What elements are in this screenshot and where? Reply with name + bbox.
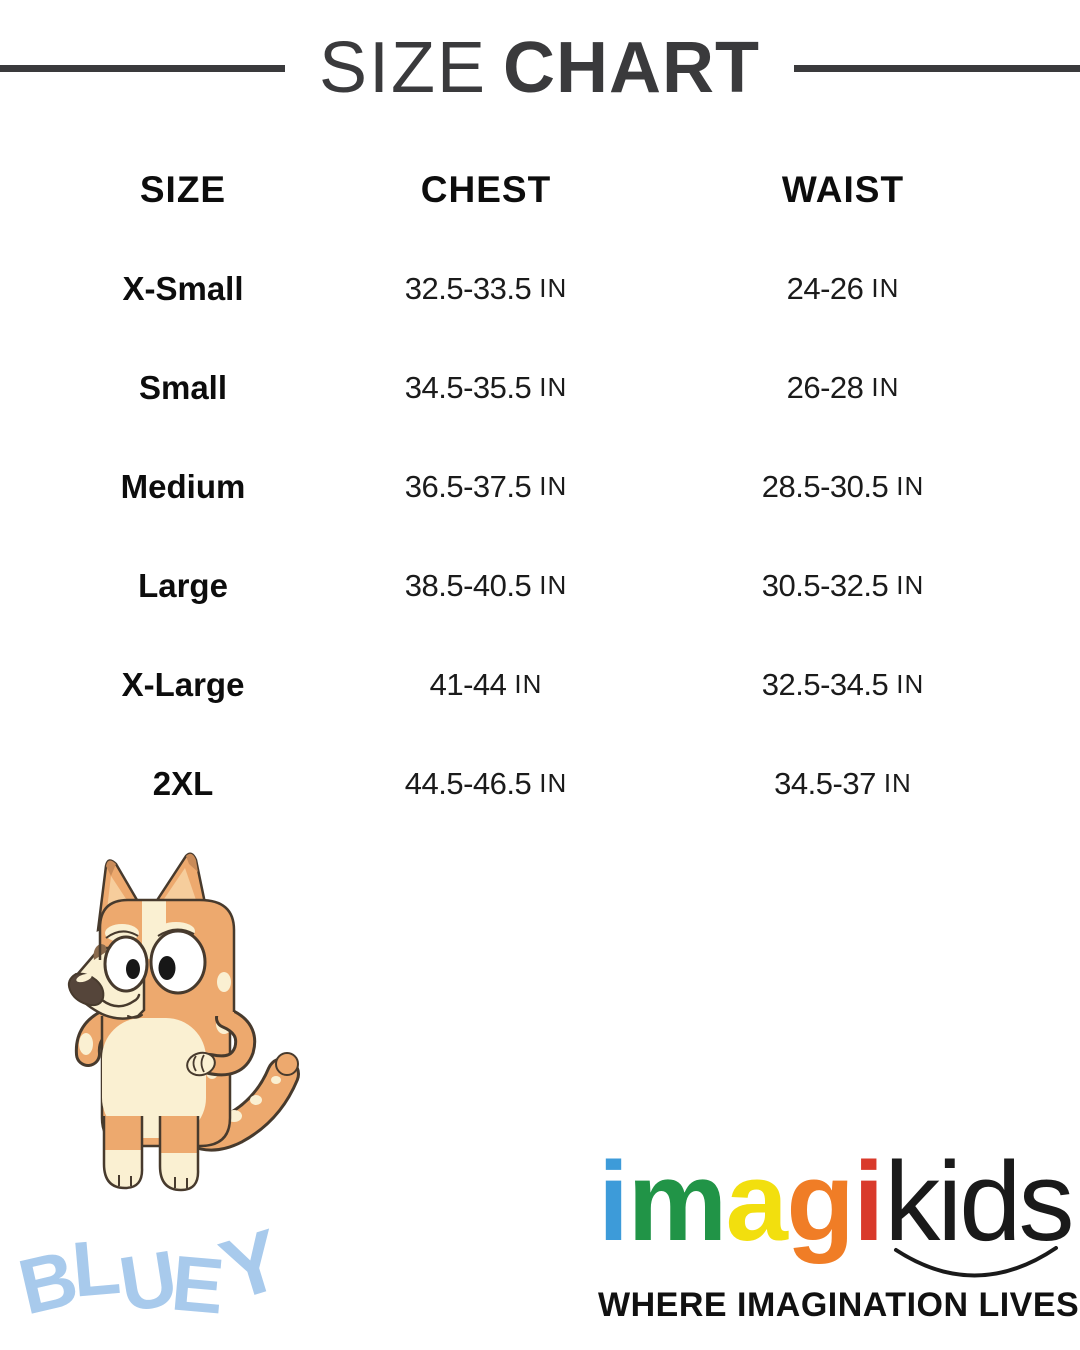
table-row-chest-cell: 36.5-37.5 IN xyxy=(366,437,606,536)
table-row-waist-cell: 24-26 IN xyxy=(606,239,1080,338)
table-row-size-cell: 2XL xyxy=(0,734,366,833)
bluey-letter: Y xyxy=(209,1211,291,1320)
imagi-letter: g xyxy=(786,1139,854,1264)
size-label: X-Small xyxy=(122,269,244,307)
unit-label: IN xyxy=(896,669,925,699)
chest-value: 34.5-35.5 xyxy=(404,369,532,405)
table-row-chest-cell: 34.5-35.5 IN xyxy=(366,338,606,437)
imagi-letter: m xyxy=(627,1139,728,1264)
unit-label: IN xyxy=(539,372,568,402)
table-row-waist-cell: 34.5-37 IN xyxy=(606,734,1080,833)
unit-label: IN xyxy=(883,768,912,798)
chest-value: 32.5-33.5 xyxy=(404,270,532,306)
waist-value: 34.5-37 xyxy=(774,765,876,801)
table-row-size-cell: X-Small xyxy=(0,239,366,338)
unit-label: IN xyxy=(871,372,900,402)
table-row-size-cell: Large xyxy=(0,536,366,635)
unit-label: IN xyxy=(539,768,568,798)
chest-value: 36.5-37.5 xyxy=(404,468,532,504)
bluey-chilli-character-illustration xyxy=(67,852,300,1192)
unit-label: IN xyxy=(896,471,925,501)
imagikids-wordmark: i m a g i kids xyxy=(598,1146,1076,1258)
unit-label: IN xyxy=(539,471,568,501)
character-head xyxy=(67,898,236,1020)
unit-label: IN xyxy=(896,570,925,600)
imagi-letter: a xyxy=(725,1139,788,1264)
unit-label: IN xyxy=(871,273,900,303)
imagi-letter: i xyxy=(598,1139,629,1264)
table-row-chest-cell: 41-44 IN xyxy=(366,635,606,734)
page-title: SIZE CHART xyxy=(319,27,760,109)
chest-value: 38.5-40.5 xyxy=(404,567,532,603)
smile-arc-icon xyxy=(894,1246,1058,1278)
title-word-chart: CHART xyxy=(503,28,760,108)
table-row-chest-cell: 44.5-46.5 IN xyxy=(366,734,606,833)
unit-label: IN xyxy=(514,669,543,699)
size-label: Small xyxy=(138,368,228,406)
bluey-logo: B L U E Y xyxy=(11,1211,291,1335)
imagi-colored-word: i m a g i xyxy=(598,1139,884,1264)
table-row-waist-cell: 28.5-30.5 IN xyxy=(606,437,1080,536)
imagi-letter: i xyxy=(853,1139,884,1264)
waist-value: 24-26 xyxy=(786,270,864,306)
table-row-chest-cell: 38.5-40.5 IN xyxy=(366,536,606,635)
title-word-size: SIZE xyxy=(319,28,488,108)
size-label: Large xyxy=(138,566,228,604)
kids-word: kids xyxy=(884,1139,1074,1264)
imagikids-logo: i m a g i kids WHERE IMAGINATION LIVES xyxy=(598,1146,1080,1325)
waist-value: 28.5-30.5 xyxy=(761,468,889,504)
waist-value: 30.5-32.5 xyxy=(761,567,889,603)
chest-value: 44.5-46.5 xyxy=(404,765,532,801)
table-row-waist-cell: 26-28 IN xyxy=(606,338,1080,437)
bluey-letter: L xyxy=(69,1221,123,1314)
table-row-waist-cell: 32.5-34.5 IN xyxy=(606,635,1080,734)
unit-label: IN xyxy=(539,570,568,600)
table-row-chest-cell: 32.5-33.5 IN xyxy=(366,239,606,338)
table-row-size-cell: X-Large xyxy=(0,635,366,734)
title-rule-right xyxy=(794,64,1080,72)
table-header-size: SIZE xyxy=(139,169,227,210)
waist-value: 26-28 xyxy=(786,369,864,405)
table-header-waist: WAIST xyxy=(781,169,905,210)
size-label: Medium xyxy=(120,467,246,505)
table-row-size-cell: Small xyxy=(0,338,366,437)
unit-label: IN xyxy=(539,273,568,303)
size-label: 2XL xyxy=(152,764,214,802)
table-row-size-cell: Medium xyxy=(0,437,366,536)
table-row-waist-cell: 30.5-32.5 IN xyxy=(606,536,1080,635)
imagikids-tagline: WHERE IMAGINATION LIVES xyxy=(598,1286,1080,1324)
character-legs xyxy=(102,1116,200,1192)
waist-value: 32.5-34.5 xyxy=(761,666,889,702)
character-right-arm xyxy=(186,1007,257,1077)
title-band: SIZE CHART xyxy=(0,28,1080,108)
size-table: SIZE CHEST WAIST X-Small 32.5-33.5 IN 24-… xyxy=(0,140,1080,833)
chest-value: 41-44 xyxy=(429,666,507,702)
table-header-chest: CHEST xyxy=(420,169,552,210)
title-rule-left xyxy=(0,64,285,72)
size-label: X-Large xyxy=(121,665,245,703)
